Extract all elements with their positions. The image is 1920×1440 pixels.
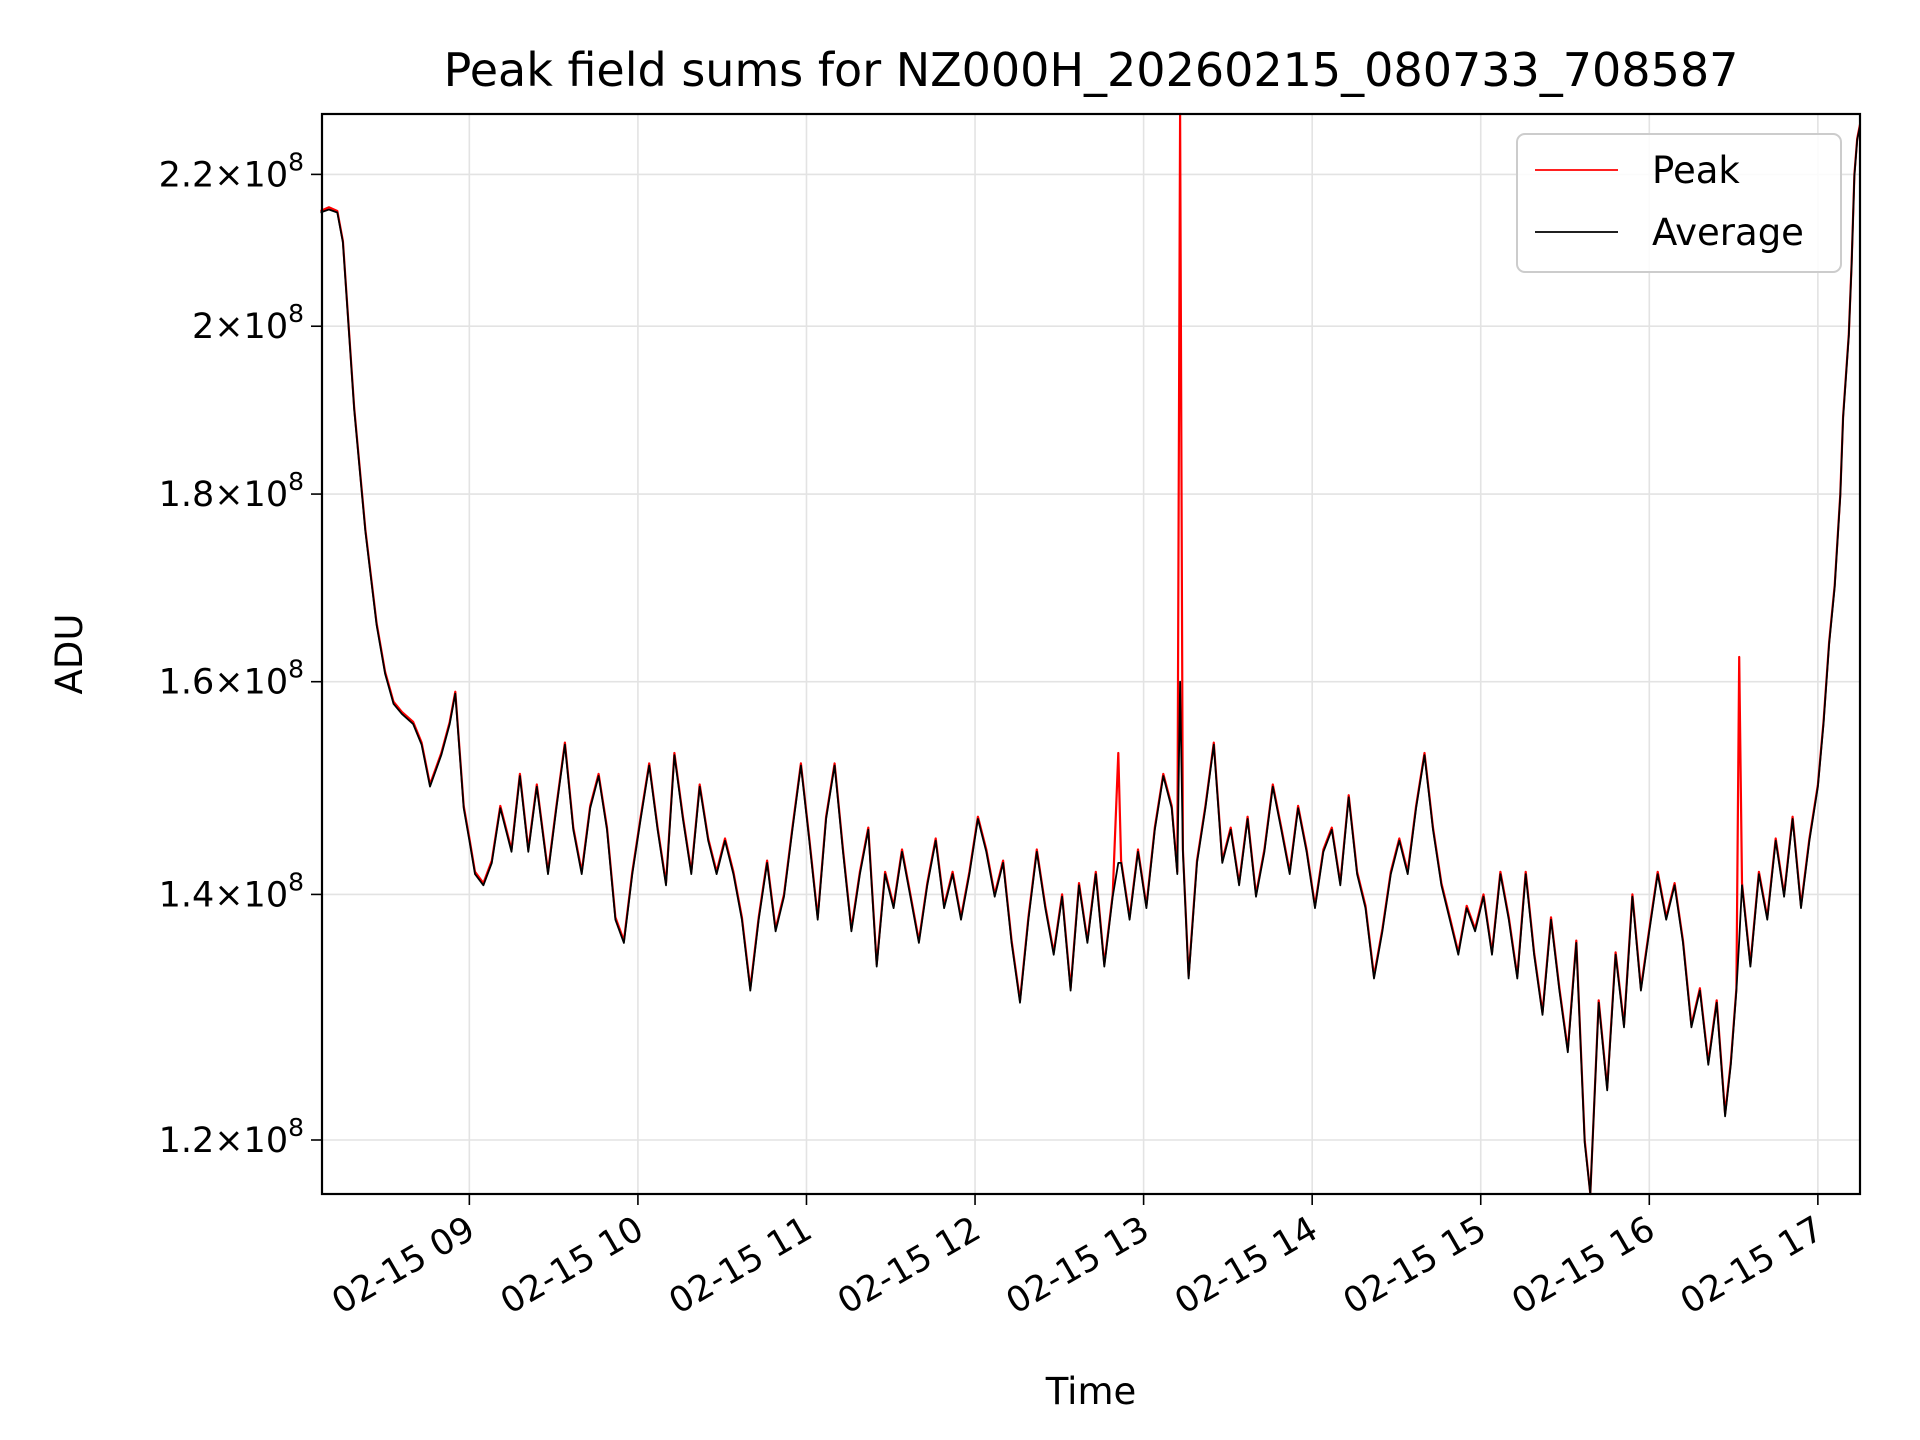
plot-frame [320,112,1862,1196]
y-tick-label: 1.4×108 [159,867,304,915]
x-tick-label: 02-15 14 [1168,1209,1324,1322]
axes-ticks: 02-15 09 02-15 10 02-15 11 02-15 12 02-15 13… [159,147,1831,1322]
x-axis-label: Time [1045,1370,1137,1413]
chart-title: Peak field sums for NZ000H_20260215_0807… [444,43,1739,97]
x-tick-label: 02-15 17 [1674,1209,1830,1322]
x-tick-label: 02-15 15 [1337,1209,1493,1322]
y-axis-label: ADU [48,614,91,695]
series-layer [320,112,1862,1196]
grid [322,114,1860,1194]
x-tick-label: 02-15 16 [1506,1209,1662,1322]
x-tick-label: 02-15 11 [663,1209,819,1322]
series-line-average [320,125,1861,1195]
series-line-peak [320,112,1862,1196]
x-tick-label: 02-15 10 [494,1209,650,1322]
legend-label-peak: Peak [1652,149,1740,192]
x-tick-label: 02-15 13 [1000,1209,1156,1322]
legend-label-average: Average [1652,211,1804,254]
y-tick-label: 1.8×108 [159,467,304,515]
y-tick-label: 1.2×108 [159,1113,304,1161]
y-tick-label: 2×108 [192,299,304,347]
x-tick-label: 02-15 12 [831,1209,987,1322]
y-tick-label: 2.2×108 [159,147,304,195]
legend-box [1516,133,1842,273]
legend: Peak Average [1516,133,1842,273]
x-tick-label: 02-15 09 [326,1209,482,1322]
y-tick-label: 1.6×108 [159,655,304,703]
